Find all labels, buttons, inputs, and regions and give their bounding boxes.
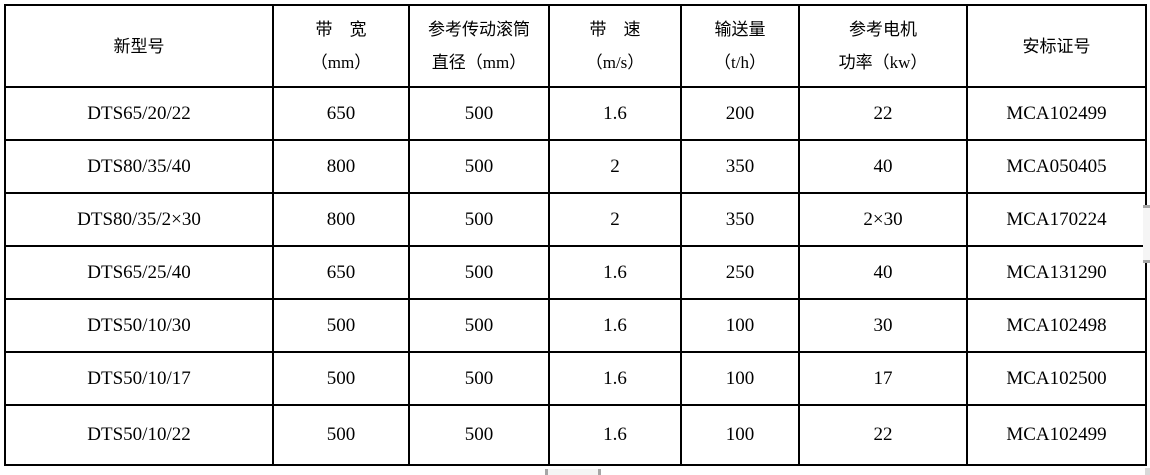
header-unit: 直径（mm）	[431, 53, 527, 72]
horizontal-scrollbar-thumb[interactable]	[545, 469, 601, 475]
header-unit: 功率（kw）	[838, 53, 928, 72]
header-cell-belt-speed: 带 速 （m/s）	[548, 4, 682, 88]
table-cell-belt-speed: 2	[548, 139, 682, 194]
header-label: 安标证号	[1022, 36, 1091, 56]
table-cell-certificate: MCA102499	[966, 86, 1147, 141]
header-label: 新型号	[113, 36, 165, 56]
table-row: DTS50/10/22 500 500 1.6 100 22 MCA102499	[4, 404, 1147, 466]
table-cell-capacity: 100	[680, 298, 800, 353]
table-cell-certificate: MCA050405	[966, 139, 1147, 194]
table-row: DTS65/20/22 650 500 1.6 200 22 MCA102499	[4, 86, 1147, 141]
table-cell-drum-diameter: 500	[408, 298, 550, 353]
document-area: 新型号 带 宽 （mm） 参考传动滚筒 直径（mm） 带 速 （m/s） 输送量…	[4, 4, 1147, 466]
table-cell-belt-width: 500	[272, 298, 410, 353]
table-cell-model: DTS65/20/22	[4, 86, 274, 141]
table-cell-drum-diameter: 500	[408, 139, 550, 194]
table-cell-certificate: MCA102500	[966, 351, 1147, 406]
table-cell-belt-width: 800	[272, 139, 410, 194]
header-cell-belt-width: 带 宽 （mm）	[272, 4, 410, 88]
table-cell-certificate: MCA131290	[966, 245, 1147, 300]
table-cell-belt-speed: 1.6	[548, 404, 682, 466]
table-cell-certificate: MCA102498	[966, 298, 1147, 353]
table-cell-motor-power: 22	[798, 86, 968, 141]
table-row: DTS50/10/17 500 500 1.6 100 17 MCA102500	[4, 351, 1147, 406]
table-cell-model: DTS80/35/40	[4, 139, 274, 194]
table-cell-belt-width: 650	[272, 245, 410, 300]
table-cell-belt-speed: 1.6	[548, 351, 682, 406]
table-cell-motor-power: 22	[798, 404, 968, 466]
table-cell-certificate: MCA102499	[966, 404, 1147, 466]
header-cell-model: 新型号	[4, 4, 274, 88]
table-cell-capacity: 100	[680, 351, 800, 406]
table-cell-belt-speed: 1.6	[548, 245, 682, 300]
table-cell-model: DTS50/10/22	[4, 404, 274, 466]
header-cell-capacity: 输送量 （t/h）	[680, 4, 800, 88]
table-cell-belt-speed: 2	[548, 192, 682, 247]
table-cell-drum-diameter: 500	[408, 245, 550, 300]
header-label: 参考传动滚筒	[428, 20, 530, 39]
table-row: DTS50/10/30 500 500 1.6 100 30 MCA102498	[4, 298, 1147, 353]
header-cell-motor-power: 参考电机 功率（kw）	[798, 4, 968, 88]
table-cell-model: DTS50/10/30	[4, 298, 274, 353]
table-row: DTS80/35/2×30 800 500 2 350 2×30 MCA1702…	[4, 192, 1147, 247]
table-cell-model: DTS80/35/2×30	[4, 192, 274, 247]
table-row: DTS80/35/40 800 500 2 350 40 MCA050405	[4, 139, 1147, 194]
table-cell-motor-power: 2×30	[798, 192, 968, 247]
table-cell-motor-power: 40	[798, 139, 968, 194]
table-row: DTS65/25/40 650 500 1.6 250 40 MCA131290	[4, 245, 1147, 300]
header-cell-drum-diameter: 参考传动滚筒 直径（mm）	[408, 4, 550, 88]
header-label: 带 宽	[315, 20, 367, 39]
spec-table: 新型号 带 宽 （mm） 参考传动滚筒 直径（mm） 带 速 （m/s） 输送量…	[4, 4, 1147, 466]
header-cell-certificate: 安标证号	[966, 4, 1147, 88]
table-cell-belt-width: 500	[272, 404, 410, 466]
header-label: 参考电机	[849, 20, 917, 39]
table-cell-belt-width: 800	[272, 192, 410, 247]
vertical-scrollbar-thumb[interactable]	[1143, 205, 1150, 263]
table-cell-belt-speed: 1.6	[548, 298, 682, 353]
table-cell-motor-power: 30	[798, 298, 968, 353]
scrollbar-corner	[1145, 468, 1150, 475]
table-header-row: 新型号 带 宽 （mm） 参考传动滚筒 直径（mm） 带 速 （m/s） 输送量…	[4, 4, 1147, 88]
table-cell-belt-width: 500	[272, 351, 410, 406]
header-label: 输送量	[714, 20, 766, 39]
table-cell-capacity: 350	[680, 192, 800, 247]
header-unit: （m/s）	[585, 53, 645, 72]
table-cell-drum-diameter: 500	[408, 404, 550, 466]
table-cell-motor-power: 40	[798, 245, 968, 300]
table-cell-drum-diameter: 500	[408, 192, 550, 247]
table-cell-capacity: 250	[680, 245, 800, 300]
header-unit: （t/h）	[714, 53, 766, 72]
table-cell-belt-width: 650	[272, 86, 410, 141]
table-cell-belt-speed: 1.6	[548, 86, 682, 141]
table-cell-motor-power: 17	[798, 351, 968, 406]
header-label: 带 速	[589, 20, 641, 39]
table-cell-model: DTS50/10/17	[4, 351, 274, 406]
table-cell-certificate: MCA170224	[966, 192, 1147, 247]
table-cell-capacity: 200	[680, 86, 800, 141]
table-cell-capacity: 350	[680, 139, 800, 194]
table-cell-capacity: 100	[680, 404, 800, 466]
table-cell-drum-diameter: 500	[408, 86, 550, 141]
table-cell-model: DTS65/25/40	[4, 245, 274, 300]
table-cell-drum-diameter: 500	[408, 351, 550, 406]
header-unit: （mm）	[310, 53, 372, 72]
